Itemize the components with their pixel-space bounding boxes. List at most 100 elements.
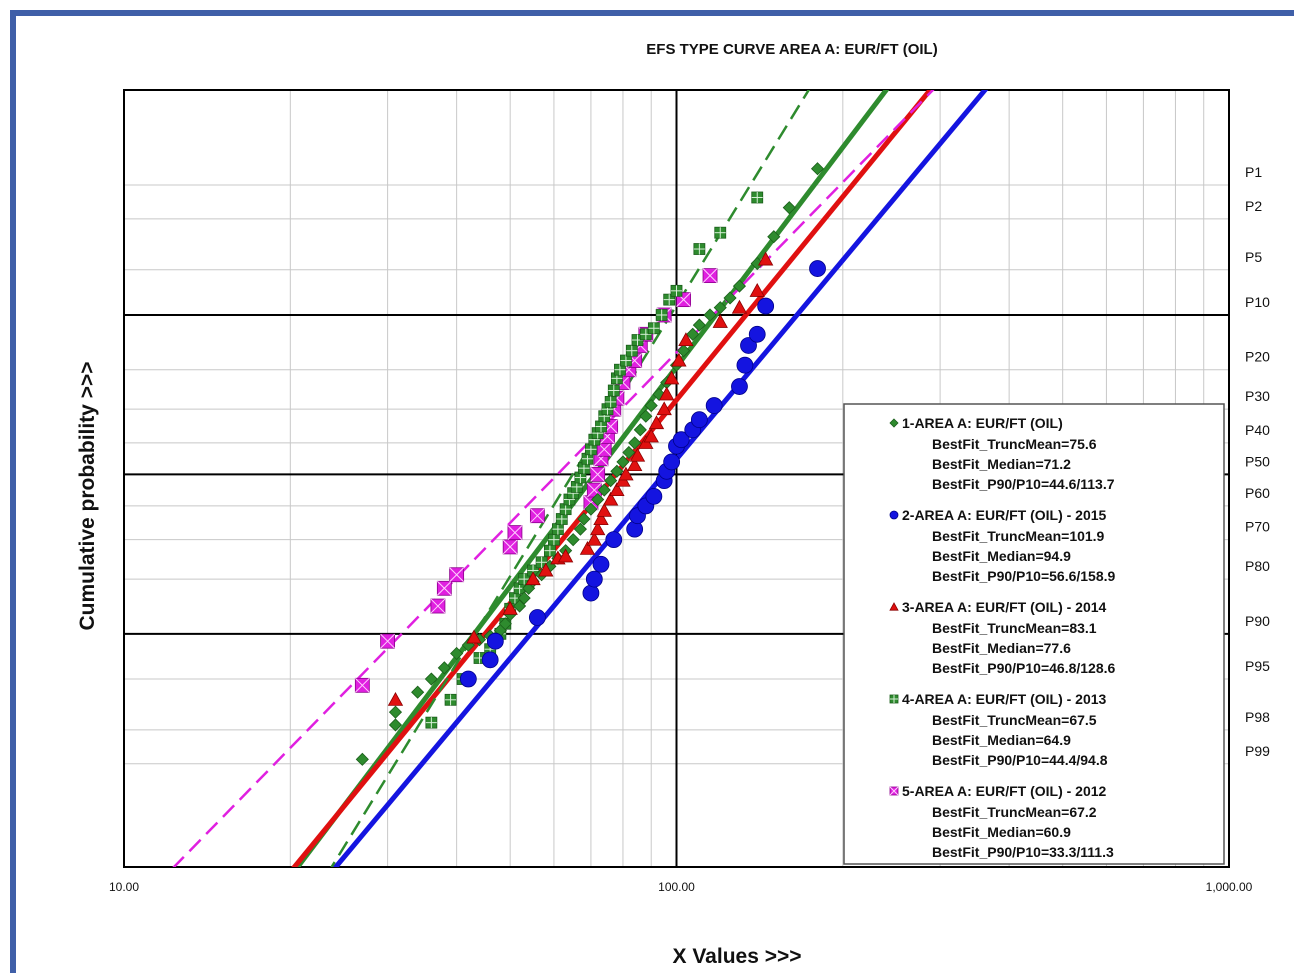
data-point bbox=[757, 297, 775, 315]
data-point bbox=[604, 396, 617, 408]
y-tick-label: P30 bbox=[1245, 388, 1270, 404]
legend-stat: BestFit_Median=77.6 bbox=[932, 640, 1071, 656]
data-point bbox=[648, 415, 665, 430]
legend-stat: BestFit_P90/P10=44.4/94.8 bbox=[932, 752, 1108, 768]
legend-stat: BestFit_P90/P10=56.6/158.9 bbox=[932, 568, 1116, 584]
data-point bbox=[529, 508, 545, 524]
data-point bbox=[686, 327, 700, 341]
x-axis-title: X Values >>> bbox=[672, 945, 801, 968]
data-point bbox=[643, 428, 659, 443]
data-point bbox=[618, 466, 634, 481]
fit-line bbox=[330, 90, 811, 867]
data-point bbox=[528, 609, 546, 626]
data-point bbox=[387, 691, 404, 706]
data-point bbox=[614, 363, 626, 376]
data-point bbox=[437, 661, 451, 675]
y-tick-label: P99 bbox=[1245, 743, 1270, 759]
data-point bbox=[593, 511, 609, 526]
data-point bbox=[736, 356, 754, 374]
data-point bbox=[411, 685, 425, 699]
legend-stat: BestFit_TruncMean=101.9 bbox=[932, 528, 1105, 544]
data-point bbox=[596, 502, 612, 517]
data-point bbox=[659, 386, 675, 401]
chart-frame: EFS TYPE CURVE AREA A: EUR/FT (OIL) X Va… bbox=[10, 10, 1294, 979]
data-point bbox=[449, 567, 465, 583]
data-point bbox=[810, 162, 825, 176]
y-tick-label: P60 bbox=[1245, 485, 1270, 501]
legend: 1-AREA A: EUR/FT (OIL) BestFit_TruncMean=… bbox=[843, 403, 1225, 865]
y-tick-label: P2 bbox=[1245, 198, 1262, 214]
data-point bbox=[430, 598, 446, 614]
y-tick-label: P98 bbox=[1245, 709, 1270, 725]
y-tick-label: P80 bbox=[1245, 558, 1270, 574]
data-point bbox=[597, 483, 611, 497]
data-point bbox=[644, 399, 658, 413]
data-point bbox=[723, 291, 737, 305]
probability-chart: EFS TYPE CURVE AREA A: EUR/FT (OIL) X Va… bbox=[16, 16, 1294, 979]
data-point bbox=[602, 491, 619, 506]
legend-marker bbox=[889, 602, 899, 611]
data-point bbox=[740, 337, 757, 354]
data-point bbox=[692, 318, 706, 332]
legend-box bbox=[843, 403, 1225, 865]
data-point bbox=[598, 410, 611, 423]
data-point bbox=[626, 457, 643, 472]
y-tick-label: P90 bbox=[1245, 613, 1270, 629]
legend-series-name: 5-AREA A: EUR/FT (OIL) - 2012 bbox=[902, 783, 1107, 799]
data-point bbox=[555, 513, 568, 525]
data-point bbox=[633, 423, 647, 437]
data-point bbox=[498, 617, 512, 631]
data-point bbox=[584, 502, 598, 516]
data-point bbox=[517, 591, 531, 605]
chart-title: EFS TYPE CURVE AREA A: EUR/FT (OIL) bbox=[646, 41, 937, 58]
data-point bbox=[502, 539, 518, 555]
data-point bbox=[525, 571, 541, 586]
data-point bbox=[714, 226, 727, 239]
data-point bbox=[590, 467, 606, 482]
data-point bbox=[749, 283, 765, 297]
data-point bbox=[502, 600, 518, 615]
legend-stat: BestFit_Median=60.9 bbox=[932, 824, 1071, 840]
data-point bbox=[639, 328, 652, 341]
data-point bbox=[767, 230, 781, 244]
data-point bbox=[354, 677, 370, 693]
data-point bbox=[450, 646, 464, 661]
data-point bbox=[656, 401, 672, 416]
data-point bbox=[671, 352, 687, 367]
legend-stat: BestFit_Median=64.9 bbox=[932, 732, 1071, 748]
data-point bbox=[620, 354, 632, 367]
data-point bbox=[622, 445, 636, 460]
y-tick-label: P5 bbox=[1245, 249, 1262, 265]
data-point bbox=[751, 191, 764, 204]
data-point bbox=[459, 670, 477, 688]
data-point bbox=[663, 453, 681, 471]
data-points-layer bbox=[354, 162, 826, 766]
legend-stat: BestFit_Median=71.2 bbox=[932, 456, 1071, 472]
x-tick-label: 1,000.00 bbox=[1206, 880, 1253, 894]
x-tick-label: 100.00 bbox=[658, 880, 695, 894]
data-point bbox=[678, 332, 694, 347]
data-point bbox=[582, 584, 600, 602]
data-point bbox=[355, 752, 369, 766]
data-point bbox=[639, 409, 653, 423]
data-point bbox=[595, 420, 607, 433]
data-point bbox=[486, 632, 504, 650]
data-point bbox=[782, 201, 796, 215]
data-point bbox=[628, 436, 642, 450]
data-point bbox=[566, 533, 580, 547]
series-3-points bbox=[387, 251, 774, 706]
data-point bbox=[592, 555, 610, 573]
data-point bbox=[645, 487, 663, 505]
data-point bbox=[732, 279, 747, 293]
data-point bbox=[663, 370, 680, 385]
data-point bbox=[466, 629, 482, 644]
data-point bbox=[535, 556, 548, 569]
data-point bbox=[731, 378, 748, 395]
legend-stat: BestFit_Median=94.9 bbox=[932, 548, 1071, 564]
data-point bbox=[388, 705, 403, 719]
data-point bbox=[551, 523, 564, 536]
data-point bbox=[557, 548, 574, 563]
legend-stat: BestFit_TruncMean=67.5 bbox=[932, 712, 1097, 728]
y-tick-label: P70 bbox=[1245, 519, 1270, 535]
y-tick-label: P95 bbox=[1245, 658, 1270, 674]
